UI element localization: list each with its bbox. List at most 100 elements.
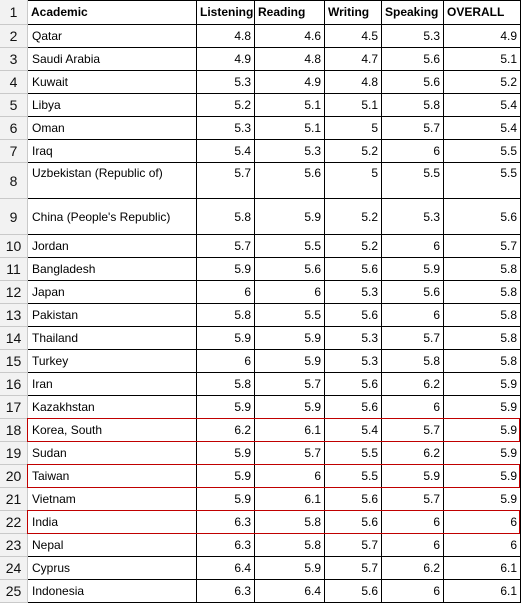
cell-reading[interactable]: 5.9 xyxy=(255,396,325,419)
cell-listening[interactable]: 5.9 xyxy=(197,442,255,465)
cell-overall[interactable]: 6 xyxy=(444,534,521,557)
cell-listening[interactable]: 6.3 xyxy=(197,534,255,557)
cell-overall[interactable]: 5.5 xyxy=(444,140,521,163)
row-header[interactable]: 20 xyxy=(0,465,28,488)
cell-listening[interactable]: 5.7 xyxy=(197,163,255,199)
cell-writing[interactable]: 4.7 xyxy=(325,48,382,71)
cell-country[interactable]: Thailand xyxy=(28,327,197,350)
cell-country[interactable]: Nepal xyxy=(28,534,197,557)
cell-overall[interactable]: 5.8 xyxy=(444,258,521,281)
cell-writing[interactable]: 5.3 xyxy=(325,350,382,373)
cell-speaking[interactable]: 6 xyxy=(382,511,444,534)
row-header[interactable]: 5 xyxy=(0,94,28,117)
cell-speaking[interactable]: 5.9 xyxy=(382,465,444,488)
cell-speaking[interactable]: 6.2 xyxy=(382,373,444,396)
row-header[interactable]: 2 xyxy=(0,25,28,48)
cell-country[interactable]: Turkey xyxy=(28,350,197,373)
row-header[interactable]: 3 xyxy=(0,48,28,71)
cell-overall[interactable]: 5.8 xyxy=(444,304,521,327)
cell-reading[interactable]: 5.9 xyxy=(255,557,325,580)
row-header-1[interactable]: 1 xyxy=(0,0,28,25)
cell-country[interactable]: Iraq xyxy=(28,140,197,163)
cell-speaking[interactable]: 6 xyxy=(382,580,444,603)
cell-overall[interactable]: 5.4 xyxy=(444,117,521,140)
row-header[interactable]: 24 xyxy=(0,557,28,580)
cell-country[interactable]: Oman xyxy=(28,117,197,140)
cell-speaking[interactable]: 6 xyxy=(382,396,444,419)
cell-listening[interactable]: 5.8 xyxy=(197,373,255,396)
cell-speaking[interactable]: 5.6 xyxy=(382,71,444,94)
cell-overall[interactable]: 5.9 xyxy=(444,396,521,419)
cell-overall[interactable]: 5.8 xyxy=(444,350,521,373)
cell-reading[interactable]: 6.4 xyxy=(255,580,325,603)
cell-reading[interactable]: 5.6 xyxy=(255,163,325,199)
cell-speaking[interactable]: 5.8 xyxy=(382,94,444,117)
cell-listening[interactable]: 5.9 xyxy=(197,465,255,488)
cell-speaking[interactable]: 5.6 xyxy=(382,48,444,71)
cell-writing[interactable]: 5.2 xyxy=(325,235,382,258)
cell-writing[interactable]: 4.5 xyxy=(325,25,382,48)
row-header[interactable]: 13 xyxy=(0,304,28,327)
cell-reading[interactable]: 5.5 xyxy=(255,304,325,327)
column-header-listening[interactable]: Listening xyxy=(197,0,255,25)
cell-country[interactable]: Indonesia xyxy=(28,580,197,603)
cell-listening[interactable]: 5.3 xyxy=(197,71,255,94)
row-header[interactable]: 17 xyxy=(0,396,28,419)
cell-writing[interactable]: 4.8 xyxy=(325,71,382,94)
cell-reading[interactable]: 5.1 xyxy=(255,94,325,117)
cell-writing[interactable]: 5.6 xyxy=(325,488,382,511)
cell-speaking[interactable]: 5.7 xyxy=(382,117,444,140)
cell-listening[interactable]: 4.9 xyxy=(197,48,255,71)
cell-speaking[interactable]: 6 xyxy=(382,235,444,258)
cell-writing[interactable]: 5.6 xyxy=(325,373,382,396)
cell-country[interactable]: Pakistan xyxy=(28,304,197,327)
cell-writing[interactable]: 5.7 xyxy=(325,534,382,557)
column-header-reading[interactable]: Reading xyxy=(255,0,325,25)
cell-country[interactable]: Iran xyxy=(28,373,197,396)
cell-reading[interactable]: 4.9 xyxy=(255,71,325,94)
cell-overall[interactable]: 5.8 xyxy=(444,327,521,350)
cell-reading[interactable]: 6 xyxy=(255,281,325,304)
cell-speaking[interactable]: 6 xyxy=(382,304,444,327)
column-header-writing[interactable]: Writing xyxy=(325,0,382,25)
cell-writing[interactable]: 5.6 xyxy=(325,511,382,534)
cell-listening[interactable]: 5.4 xyxy=(197,140,255,163)
cell-listening[interactable]: 5.9 xyxy=(197,396,255,419)
cell-overall[interactable]: 5.9 xyxy=(444,442,521,465)
cell-overall[interactable]: 5.9 xyxy=(444,465,521,488)
cell-overall[interactable]: 5.9 xyxy=(444,488,521,511)
cell-overall[interactable]: 5.1 xyxy=(444,48,521,71)
cell-reading[interactable]: 5.8 xyxy=(255,511,325,534)
cell-overall[interactable]: 6.1 xyxy=(444,580,521,603)
cell-writing[interactable]: 5.3 xyxy=(325,281,382,304)
cell-country[interactable]: Libya xyxy=(28,94,197,117)
row-header[interactable]: 25 xyxy=(0,580,28,603)
row-header[interactable]: 15 xyxy=(0,350,28,373)
cell-listening[interactable]: 5.9 xyxy=(197,327,255,350)
cell-writing[interactable]: 5.7 xyxy=(325,557,382,580)
cell-reading[interactable]: 6.1 xyxy=(255,419,325,442)
row-header[interactable]: 23 xyxy=(0,534,28,557)
row-header[interactable]: 10 xyxy=(0,235,28,258)
cell-overall[interactable]: 4.9 xyxy=(444,25,521,48)
cell-speaking[interactable]: 5.3 xyxy=(382,25,444,48)
cell-listening[interactable]: 4.8 xyxy=(197,25,255,48)
cell-overall[interactable]: 5.4 xyxy=(444,94,521,117)
cell-speaking[interactable]: 5.7 xyxy=(382,327,444,350)
row-header[interactable]: 8 xyxy=(0,163,28,199)
cell-country[interactable]: Japan xyxy=(28,281,197,304)
row-header[interactable]: 4 xyxy=(0,71,28,94)
cell-reading[interactable]: 5.9 xyxy=(255,199,325,235)
cell-writing[interactable]: 5.6 xyxy=(325,396,382,419)
cell-country[interactable]: Uzbekistan (Republic of) xyxy=(28,163,197,199)
cell-listening[interactable]: 5.8 xyxy=(197,304,255,327)
cell-speaking[interactable]: 6.2 xyxy=(382,557,444,580)
cell-reading[interactable]: 4.6 xyxy=(255,25,325,48)
cell-listening[interactable]: 6 xyxy=(197,350,255,373)
cell-reading[interactable]: 5.6 xyxy=(255,258,325,281)
cell-speaking[interactable]: 5.8 xyxy=(382,350,444,373)
cell-reading[interactable]: 6.1 xyxy=(255,488,325,511)
cell-country[interactable]: Sudan xyxy=(28,442,197,465)
cell-writing[interactable]: 5.2 xyxy=(325,199,382,235)
cell-reading[interactable]: 5.7 xyxy=(255,373,325,396)
